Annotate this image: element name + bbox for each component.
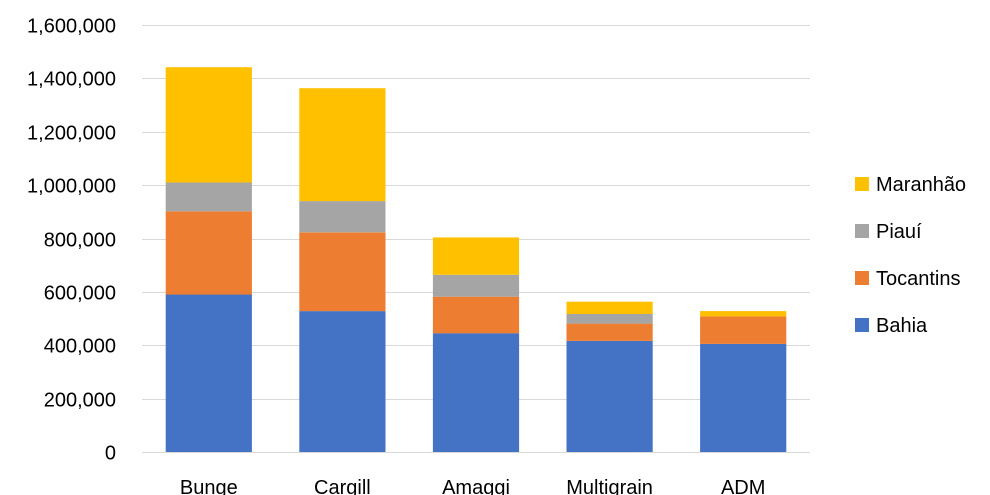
legend-swatch [855, 177, 869, 191]
y-tick-label: 400,000 [44, 336, 116, 358]
x-axis-tick-labels: Bunge Cargill Amaggi Multigrain ADM [180, 477, 766, 495]
legend-label: Tocantins [876, 268, 961, 290]
y-tick-label: 600,000 [44, 283, 116, 305]
bar-segment-tocantins-adm [700, 316, 787, 344]
legend-swatch [855, 271, 869, 285]
bar-segment-maranh-o-multigrain [566, 301, 653, 314]
bar-segment-maranh-o-amaggi [432, 237, 520, 275]
x-tick-label: ADM [721, 477, 765, 495]
bar-segment-tocantins-cargill [299, 232, 386, 312]
legend-swatch [855, 224, 869, 238]
bar-segment-bahia-adm [700, 343, 787, 452]
y-tick-label: 1,000,000 [27, 176, 116, 198]
legend-label: Bahia [876, 315, 928, 337]
bar-segment-tocantins-amaggi [432, 296, 520, 334]
legend: Maranhão Piauí Tocantins Bahia [855, 174, 966, 337]
y-tick-label: 1,400,000 [27, 69, 116, 91]
legend-label: Maranhão [876, 174, 966, 196]
bar-segment-piau--cargill [299, 201, 386, 233]
bar-segment-piau--amaggi [432, 274, 520, 297]
y-tick-label: 0 [105, 443, 116, 465]
legend-swatch [855, 318, 869, 332]
y-tick-label: 1,200,000 [27, 123, 116, 145]
legend-label: Piauí [876, 221, 922, 243]
bar-segment-maranh-o-cargill [299, 88, 386, 202]
x-tick-label: Amaggi [442, 477, 510, 495]
bar-segment-maranh-o-adm [700, 311, 787, 317]
y-tick-label: 800,000 [44, 230, 116, 252]
bar-segment-bahia-bunge [165, 294, 252, 452]
bar-segment-maranh-o-bunge [165, 67, 252, 183]
bar-segment-piau--bunge [165, 182, 252, 212]
bar-segment-piau--multigrain [566, 314, 653, 324]
x-tick-label: Bunge [180, 477, 238, 495]
y-tick-label: 200,000 [44, 390, 116, 412]
x-tick-label: Cargill [314, 477, 371, 495]
bar-segment-tocantins-multigrain [566, 323, 653, 341]
bar-segment-bahia-cargill [299, 311, 386, 452]
x-tick-label: Multigrain [566, 477, 653, 495]
bar-segment-tocantins-bunge [165, 211, 252, 295]
y-axis-tick-labels: 0 200,000 400,000 600,000 800,000 1,000,000 1,… [27, 16, 116, 465]
y-tick-label: 1,600,000 [27, 16, 116, 38]
bar-segment-bahia-multigrain [566, 341, 653, 452]
bars [165, 67, 787, 452]
bar-segment-bahia-amaggi [432, 333, 520, 452]
